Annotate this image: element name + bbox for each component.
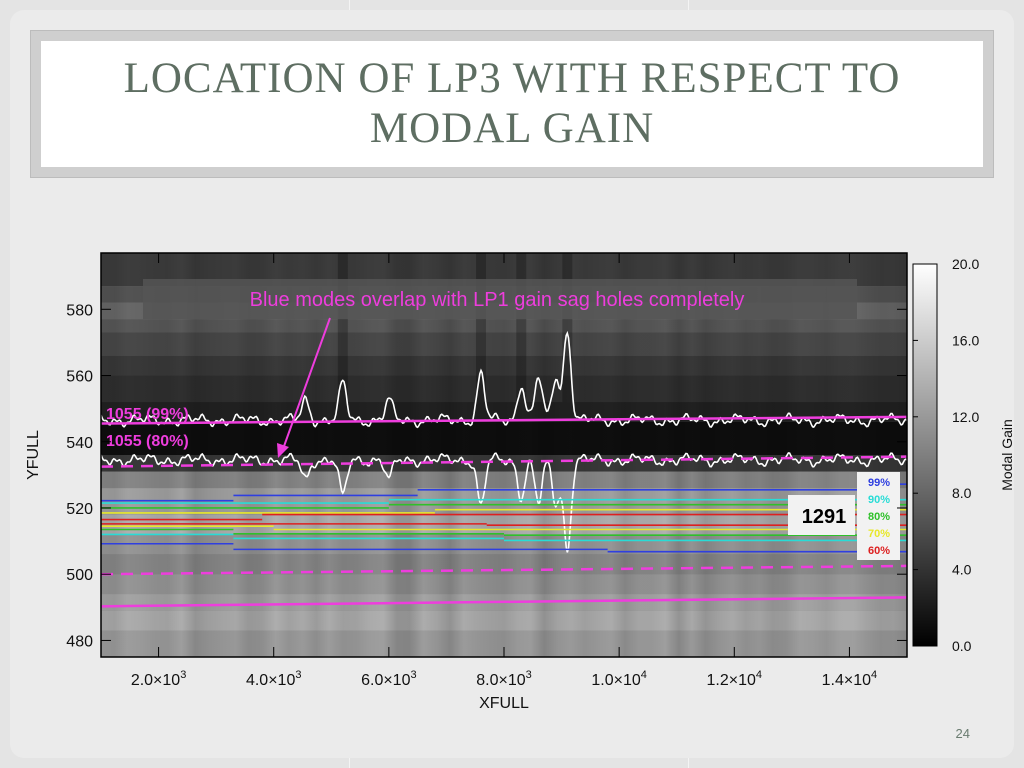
title-inner: LOCATION OF LP3 WITH RESPECT TO MODAL GA… [41,41,983,167]
legend-label-60: 60% [868,545,890,557]
y-axis-label: YFULL [25,430,42,480]
lp1-label: 1055 (80%) [106,433,189,450]
x-tick-label: 1.2×104 [707,669,763,689]
y-tick-label: 520 [66,501,93,518]
dark-streak [562,253,573,403]
mode-trace-upper [101,330,907,429]
colorbar-tick-label: 20.0 [952,256,979,272]
x-tick-label: 4.0×103 [246,669,302,689]
banner-text: Blue modes overlap with LP1 gain sag hol… [250,289,745,311]
colorbar-tick-label: 8.0 [952,485,972,501]
y-tick-label: 500 [66,567,93,584]
page-number: 24 [955,726,970,741]
dark-streak [337,253,348,403]
dark-streak [516,253,527,403]
y-tick-label: 560 [66,369,93,386]
y-tick-label: 480 [66,633,93,650]
colorbar-tick-label: 12.0 [952,409,979,425]
banner-box [143,279,857,319]
legend-label-99: 99% [868,477,890,489]
dark-streak [475,253,486,403]
colorbar-tick-label: 0.0 [952,638,972,654]
colorbar-tick-label: 4.0 [952,562,972,578]
arrow-head [277,443,289,458]
lp1-line-0 [101,415,907,425]
x-axis-label: XFULL [479,695,529,712]
threshold-value: 1291 [802,506,847,528]
threshold-box [788,495,855,535]
heatmap-area: Blue modes overlap with LP1 gain sag hol… [101,253,907,657]
x-tick-label: 2.0×103 [131,669,187,689]
y-tick-label: 540 [66,435,93,452]
legend-label-80: 80% [868,511,890,523]
legend-label-90: 90% [868,494,890,506]
legend-box [857,472,900,560]
colorbar-gradient [912,263,938,647]
contour-legend: 1291 99% 90% 80% 70% 60% [788,472,900,560]
lp3-line-0 [101,564,907,576]
x-tick-label: 8.0×103 [476,669,532,689]
y-tick-label: 580 [66,302,93,319]
colorbar: 0.0 4.0 8.0 12.0 16.0 20.0 Modal Gain [912,256,1015,654]
x-tick-label: 6.0×103 [361,669,417,689]
x-tick-label: 1.4×104 [822,669,878,689]
lp3-line-1 [101,596,907,608]
title-box: LOCATION OF LP3 WITH RESPECT TO MODAL GA… [30,30,994,178]
colorbar-tick-label: 16.0 [952,332,979,348]
annotation-banner: Blue modes overlap with LP1 gain sag hol… [143,279,857,319]
legend-label-70: 70% [868,528,890,540]
x-tick-label: 1.0×104 [591,669,647,689]
lp1-line-1 [101,455,907,468]
lp1-label: 1055 (99%) [106,406,189,423]
slide-title: LOCATION OF LP3 WITH RESPECT TO MODAL GA… [123,55,901,152]
colorbar-label: Modal Gain [999,419,1015,491]
arrow-line [282,317,331,450]
